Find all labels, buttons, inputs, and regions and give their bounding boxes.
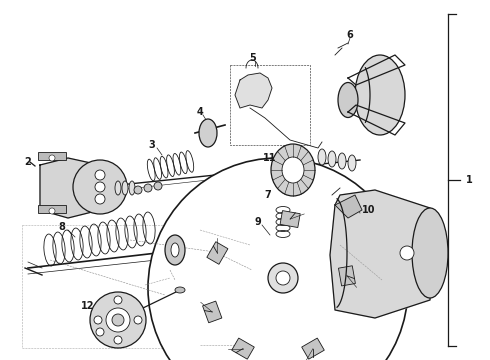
Circle shape <box>154 182 162 190</box>
Text: 6: 6 <box>346 30 353 40</box>
Ellipse shape <box>318 149 326 165</box>
Ellipse shape <box>115 181 121 195</box>
Circle shape <box>95 170 105 180</box>
Bar <box>232 338 254 359</box>
Text: 9: 9 <box>255 217 261 227</box>
Circle shape <box>148 158 408 360</box>
Text: 7: 7 <box>265 190 271 200</box>
Bar <box>38 205 66 213</box>
Bar <box>302 338 324 359</box>
Bar <box>202 301 222 323</box>
Polygon shape <box>335 195 362 218</box>
Bar <box>339 266 355 286</box>
Circle shape <box>90 292 146 348</box>
Bar <box>38 152 66 160</box>
Ellipse shape <box>199 119 217 147</box>
Text: 2: 2 <box>24 157 31 167</box>
Text: 12: 12 <box>81 301 95 311</box>
Text: 3: 3 <box>148 140 155 150</box>
Ellipse shape <box>271 144 315 196</box>
Text: 8: 8 <box>59 222 66 232</box>
Circle shape <box>134 316 142 324</box>
Circle shape <box>268 263 298 293</box>
Circle shape <box>49 155 55 161</box>
Ellipse shape <box>165 235 185 265</box>
Text: 4: 4 <box>196 107 203 117</box>
Bar <box>207 242 228 264</box>
Circle shape <box>114 296 122 304</box>
Circle shape <box>95 182 105 192</box>
Ellipse shape <box>175 287 185 293</box>
Circle shape <box>114 336 122 344</box>
Ellipse shape <box>348 155 356 171</box>
Circle shape <box>95 194 105 204</box>
Polygon shape <box>330 190 432 318</box>
Ellipse shape <box>282 157 304 183</box>
Circle shape <box>134 186 142 194</box>
Polygon shape <box>40 158 100 218</box>
Ellipse shape <box>338 82 358 117</box>
Text: 11: 11 <box>263 153 277 163</box>
Circle shape <box>106 308 130 332</box>
Ellipse shape <box>328 151 336 167</box>
Ellipse shape <box>171 243 179 257</box>
Text: 5: 5 <box>249 53 256 63</box>
Polygon shape <box>235 73 272 108</box>
Ellipse shape <box>355 55 405 135</box>
Bar <box>280 211 300 228</box>
Circle shape <box>96 328 104 336</box>
Circle shape <box>94 316 102 324</box>
Circle shape <box>112 314 124 326</box>
Ellipse shape <box>412 208 448 298</box>
Ellipse shape <box>122 181 128 195</box>
Ellipse shape <box>338 153 346 169</box>
Ellipse shape <box>129 181 135 195</box>
Circle shape <box>144 184 152 192</box>
Circle shape <box>49 208 55 214</box>
Circle shape <box>400 246 414 260</box>
Circle shape <box>276 271 290 285</box>
Text: 1: 1 <box>466 175 473 185</box>
Text: 10: 10 <box>362 205 375 215</box>
Circle shape <box>73 160 127 214</box>
